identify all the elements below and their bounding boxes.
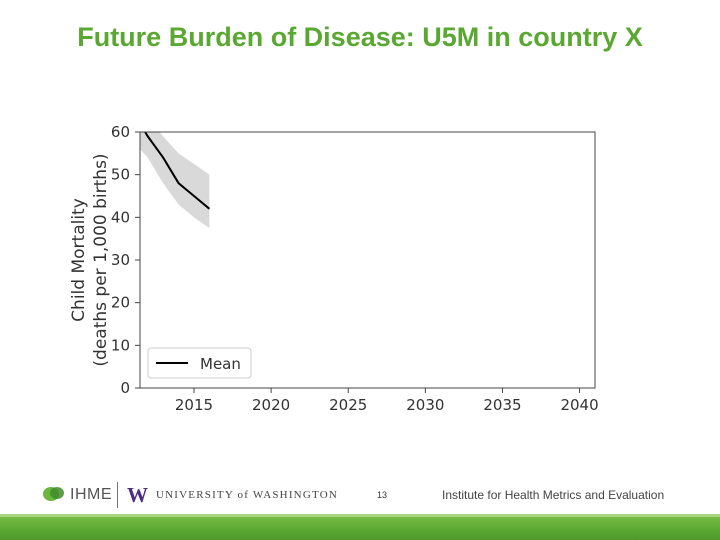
y-axis-label: (deaths per 1,000 births) (91, 153, 111, 366)
legend-box (147, 347, 252, 379)
y-axis-label: Child Mortality (69, 198, 89, 322)
bottom-bar-highlight (0, 514, 720, 517)
mean-line (143, 132, 211, 210)
y-tick-label: 40 (111, 208, 130, 226)
uncertainty-band (140, 132, 210, 228)
uw-w-logo-icon: W (127, 483, 148, 507)
y-tick-label: 60 (111, 123, 130, 141)
slide-title: Future Burden of Disease: U5M in country… (77, 22, 643, 52)
footer-logos: IHME W UNIVERSITY of WASHINGTON 13 Insti… (0, 478, 720, 512)
x-tick-label: 2040 (560, 396, 598, 414)
ihme-label: IHME (70, 486, 112, 503)
uw-label: UNIVERSITY of WASHINGTON (156, 489, 338, 501)
x-tick-label: 2025 (329, 396, 367, 414)
institute-label: Institute for Health Metrics and Evaluat… (442, 488, 665, 502)
legend-label: Mean (200, 355, 241, 373)
x-tick-label: 2020 (252, 396, 290, 414)
y-tick-label: 10 (111, 336, 130, 354)
x-tick-label: 2030 (406, 396, 444, 414)
x-tick-label: 2035 (483, 396, 521, 414)
bottom-green-bar (0, 514, 720, 540)
y-tick-label: 0 (120, 379, 130, 397)
footer-divider (117, 482, 118, 508)
y-tick-label: 50 (111, 166, 130, 184)
ihme-logo-icon (43, 487, 64, 501)
page-number: 13 (376, 490, 387, 500)
x-tick-label: 2015 (175, 396, 213, 414)
y-tick-label: 20 (111, 294, 130, 312)
y-tick-label: 30 (111, 251, 130, 269)
